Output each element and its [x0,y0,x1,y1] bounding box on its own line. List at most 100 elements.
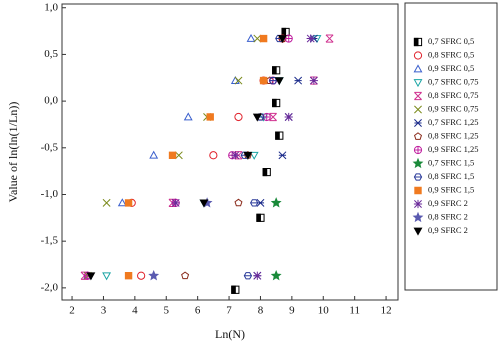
point-shape [171,198,180,207]
point-shape [231,151,240,160]
point-shape [243,151,253,160]
point [268,76,278,85]
point [149,150,159,159]
legend-label: 0,7 SFRC 1,25 [428,117,479,127]
point-shape [183,112,193,121]
point [259,34,268,43]
point [243,272,253,280]
point-shape [206,113,214,121]
point [117,198,127,207]
legend-label: 0,7 SFRC 1,5 [428,157,474,167]
y-tick-label: 1,0 [44,1,58,13]
point [243,151,253,160]
point [148,270,160,281]
x-axis-title: Ln(N) [215,327,245,341]
x-tick-label: 2 [69,305,75,317]
point-shape [270,197,282,208]
legend-marker-shape [413,227,423,236]
point-shape [277,35,287,44]
point-shape [102,272,112,281]
point [275,131,284,140]
point [284,112,293,122]
legend-label: 0,8 SFRC 1,5 [428,171,474,181]
point-shape [149,150,159,159]
legend-label: 0,8 SFRC 0,5 [428,49,474,59]
point [278,151,287,160]
x-tick-label: 10 [318,305,330,317]
point-shape [181,271,190,280]
point [174,151,183,160]
point-shape [269,112,277,122]
point-shape [284,112,293,122]
point-shape [168,151,177,159]
point [272,66,281,75]
point [102,198,111,207]
point-shape [294,76,303,85]
point-shape [234,198,243,207]
x-tick-label: 5 [164,305,170,317]
point [249,151,259,160]
point [231,151,240,160]
legend-label: 0,9 SFRC 1,5 [428,184,474,194]
legend-marker-shape [413,51,423,60]
point [199,199,209,208]
point-shape [234,76,243,85]
x-tick-label: 4 [132,305,138,317]
legend-label: 0,7 SFRC 0,75 [428,76,479,86]
legend-marker-shape [413,199,423,209]
point [86,272,96,281]
legend-marker [412,211,424,223]
point-shape [260,34,268,43]
y-tick-label: 0,0 [44,95,58,107]
x-tick-label: 12 [381,305,392,317]
point [253,271,262,280]
legend-marker [412,157,424,169]
point [168,151,177,159]
x-tick-label: 8 [258,305,264,317]
legend-marker-shape [413,37,419,47]
point-shape [246,33,256,42]
point [259,76,268,85]
point-shape [86,272,96,281]
legend-marker-shape [412,157,424,169]
point [294,76,303,85]
legend-marker-shape [413,132,423,140]
point [253,34,262,43]
point [309,76,318,85]
point [209,151,218,160]
x-tick-label: 11 [349,305,360,317]
point-shape [243,272,253,280]
legend-marker-shape [413,145,423,155]
point-shape [272,98,277,108]
point-shape [270,270,282,281]
point [206,113,214,121]
point-shape [256,213,261,222]
legend-label: 0,9 SFRC 2 [428,198,468,208]
legend-marker-shape [412,211,424,223]
point-shape [125,272,133,280]
point [234,76,243,85]
point-shape [137,271,146,280]
legend-label: 0,8 SFRC 2 [428,211,468,221]
point-shape [252,113,262,122]
legend-marker [413,227,423,236]
legend-label: 0,9 SFRC 2 [428,225,468,235]
plot-frame [61,3,399,301]
point [252,113,262,122]
legend-label: 0,8 SFRC 0,75 [428,90,479,100]
point [234,198,243,207]
point [234,112,243,122]
point-shape [309,76,318,85]
point-shape [253,34,262,43]
legend-marker [413,79,423,88]
y-tick-label: -1,0 [41,188,59,200]
point-shape [148,270,160,281]
legend-marker [414,186,422,195]
point [102,272,112,281]
point [256,213,265,222]
point [270,197,282,208]
point-shape [249,151,259,160]
legend-label: 0,7 SFRC 0,5 [428,36,474,46]
point-shape [268,76,278,85]
point-shape [174,151,183,160]
